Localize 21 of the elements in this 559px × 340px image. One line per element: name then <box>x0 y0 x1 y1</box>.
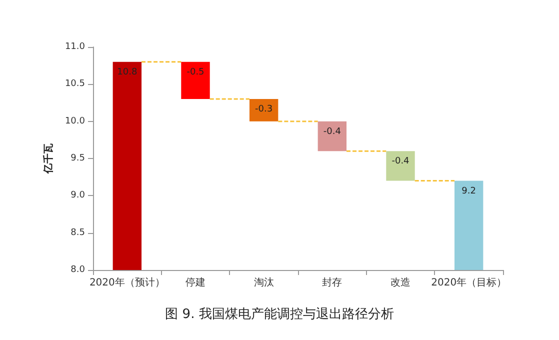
x-tick-label: 停建 <box>186 276 206 288</box>
data-label: 9.2 <box>462 186 476 196</box>
text: 图 9. 我国煤电产能调控与退出路径分析 <box>165 307 394 322</box>
x-tick-label: 改造 <box>390 276 410 288</box>
y-tick-label: 10.5 <box>64 79 85 90</box>
x-tick-label: 2020年（目标） <box>431 276 507 288</box>
y-tick-label: 9.5 <box>70 154 85 164</box>
x-tick-label: 封存 <box>322 276 342 288</box>
y-tick-label: 8.5 <box>70 228 85 238</box>
data-label: -0.4 <box>392 156 410 167</box>
y-axis-title: 亿千瓦 <box>42 144 55 174</box>
y-tick-label: 9.0 <box>70 190 86 201</box>
data-label: -0.4 <box>323 126 342 137</box>
x-tick-label: 淘汰 <box>254 276 274 288</box>
data-label: 10.8 <box>117 67 138 78</box>
y-tick-label: 8.0 <box>70 265 86 275</box>
y-tick-label: 10.0 <box>64 116 86 126</box>
x-tick-label: 2020年（预计） <box>89 276 165 288</box>
data-label: -0.5 <box>186 67 204 78</box>
y-tick-label: 11.0 <box>64 42 86 52</box>
data-label: -0.3 <box>255 104 273 115</box>
